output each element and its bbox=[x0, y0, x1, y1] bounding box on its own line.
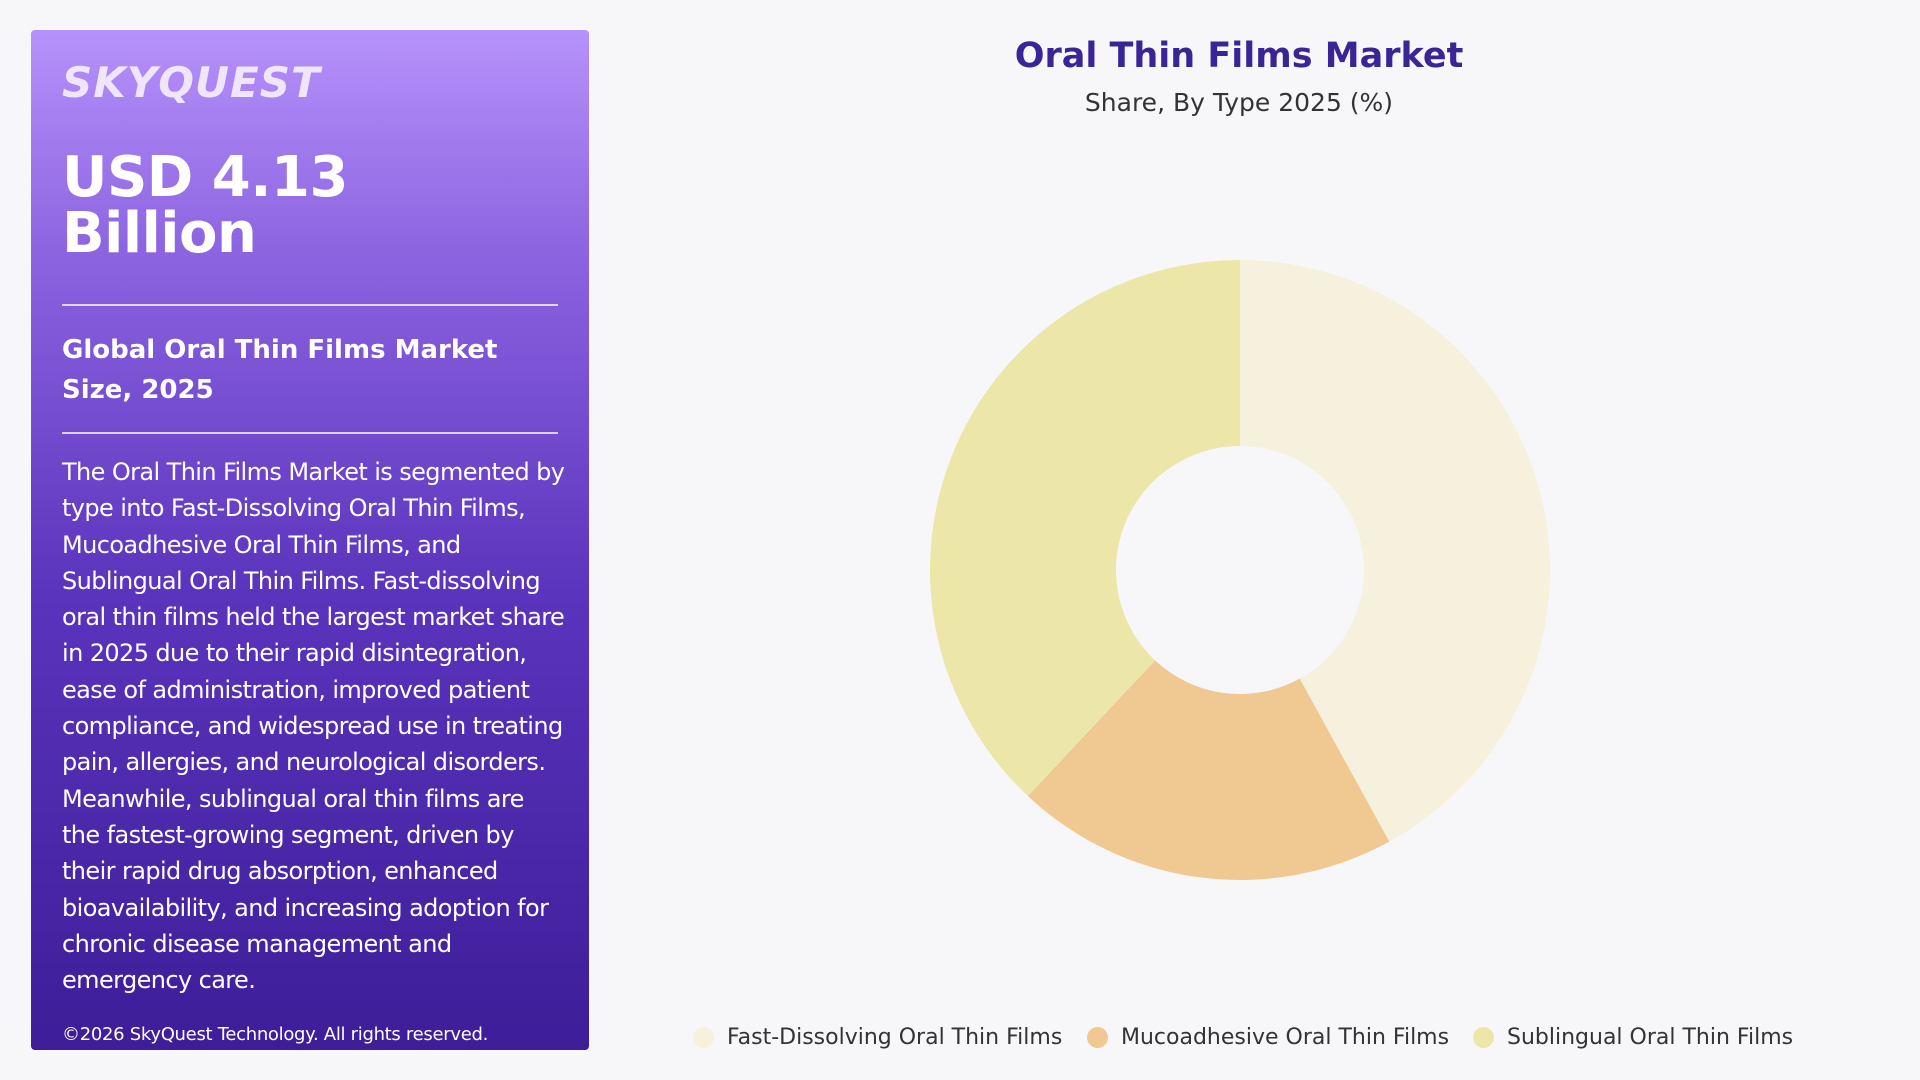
copyright-notice: ©2026 SkyQuest Technology. All rights re… bbox=[62, 1024, 489, 1045]
divider bbox=[62, 432, 558, 434]
legend-label: Sublingual Oral Thin Films bbox=[1507, 1024, 1794, 1050]
legend-swatch bbox=[1087, 1026, 1108, 1048]
legend-item: Sublingual Oral Thin Films bbox=[1473, 1020, 1793, 1054]
divider bbox=[62, 304, 558, 306]
chart-subtitle: Share, By Type 2025 (%) bbox=[1084, 88, 1394, 117]
legend-label: Mucoadhesive Oral Thin Films bbox=[1121, 1024, 1450, 1050]
legend-item: Mucoadhesive Oral Thin Films bbox=[1087, 1020, 1449, 1054]
market-value-headline: USD 4.13 Billion bbox=[62, 145, 348, 266]
legend-label: Fast-Dissolving Oral Thin Films bbox=[727, 1024, 1063, 1050]
summary-panel: SKYQUEST USD 4.13 Billion Global Oral Th… bbox=[31, 30, 589, 1050]
chart-title: Oral Thin Films Market bbox=[1014, 36, 1464, 76]
legend-swatch bbox=[693, 1026, 714, 1048]
legend-swatch bbox=[1473, 1026, 1494, 1048]
market-size-label: Global Oral Thin Films Market Size, 2025 bbox=[62, 335, 498, 405]
donut-slice-mucoadhesive-oral-thin-films bbox=[1027, 660, 1390, 880]
legend-item: Fast-Dissolving Oral Thin Films bbox=[693, 1020, 1062, 1054]
skyquest-logo: SKYQUEST bbox=[62, 58, 321, 107]
donut-slice-fast-dissolving-oral-thin-films bbox=[1240, 260, 1550, 842]
donut-chart bbox=[930, 260, 1550, 880]
chart-legend: Fast-Dissolving Oral Thin Films Mucoadhes… bbox=[0, 1020, 1920, 1054]
donut-slice-sublingual-oral-thin-films bbox=[930, 260, 1240, 796]
market-description: The Oral Thin Films Market is segmented … bbox=[62, 458, 565, 995]
